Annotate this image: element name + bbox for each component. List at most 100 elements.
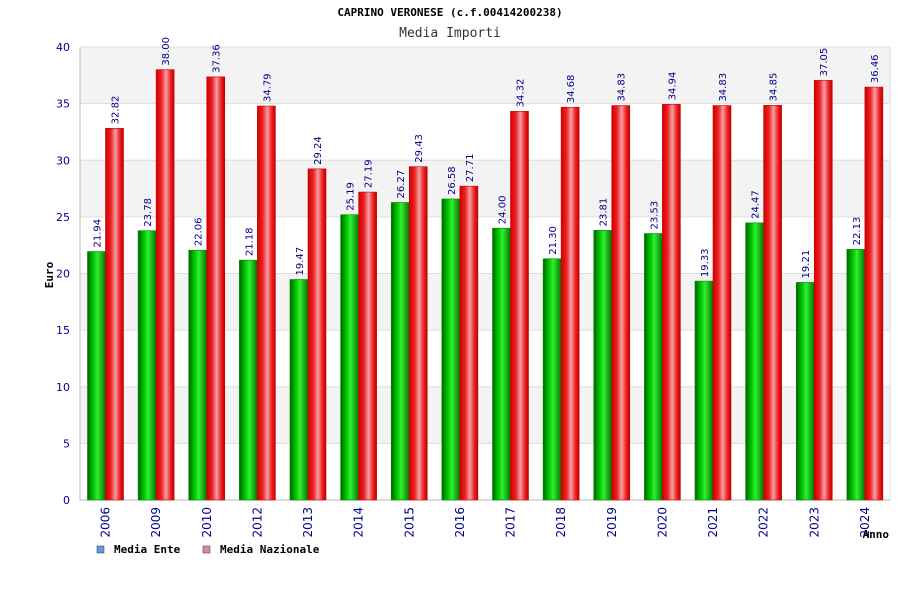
value-label-media-ente-2015: 26.27: [396, 170, 407, 199]
value-label-media-ente-2017: 24.00: [498, 196, 509, 225]
bar-media-ente-2010: [188, 249, 208, 501]
bar-media-nazionale-2024: [864, 86, 884, 501]
bar-media-ente-2006: [87, 251, 106, 501]
chart-title: CAPRINO VERONESE (c.f.00414200238): [337, 6, 562, 19]
bar-media-nazionale-2022: [763, 105, 782, 501]
y-tick-label: 30: [56, 154, 70, 167]
bar-media-ente-2020: [644, 233, 663, 501]
value-label-media-ente-2014: 25.19: [346, 182, 357, 211]
value-label-media-ente-2006: 21.94: [93, 219, 104, 248]
x-tick-label-2020: 2020: [655, 507, 669, 538]
value-label-media-ente-2021: 19.33: [700, 248, 711, 277]
value-label-media-ente-2022: 24.47: [751, 190, 762, 219]
bar-media-nazionale-2017: [510, 111, 529, 501]
bar-media-ente-2022: [745, 222, 764, 501]
bar-media-ente-2009: [137, 230, 157, 501]
bar-media-ente-2018: [542, 258, 562, 501]
bar-media-nazionale-2014: [358, 191, 377, 501]
bar-media-ente-2016: [441, 198, 461, 501]
bar-media-nazionale-2009: [155, 69, 175, 501]
legend-label-media-ente: Media Ente: [114, 543, 181, 556]
value-label-media-ente-2010: 22.06: [194, 218, 205, 247]
value-label-media-nazionale-2015: 29.43: [414, 134, 425, 163]
bar-media-nazionale-2016: [459, 185, 479, 501]
value-label-media-nazionale-2023: 37.05: [819, 48, 830, 77]
value-label-media-nazionale-2014: 27.19: [364, 159, 375, 188]
bar-media-nazionale-2018: [560, 106, 580, 501]
y-axis-ticks: 0 5 10 15 20 25 30 35 40: [56, 41, 70, 507]
x-tick-label-2015: 2015: [402, 507, 416, 538]
value-label-media-ente-2013: 19.47: [295, 247, 306, 276]
x-tick-label-2018: 2018: [554, 507, 568, 538]
value-label-media-nazionale-2021: 34.83: [718, 73, 729, 102]
x-tick-label-2017: 2017: [504, 507, 518, 538]
y-tick-label: 10: [56, 381, 70, 394]
x-tick-label-2009: 2009: [149, 507, 163, 538]
value-label-media-nazionale-2010: 37.36: [212, 44, 223, 73]
bar-media-nazionale-2012: [257, 105, 276, 501]
value-label-media-nazionale-2019: 34.83: [617, 73, 628, 102]
x-axis-label: Anno: [863, 528, 890, 541]
bar-media-ente-2012: [239, 259, 258, 501]
value-label-media-ente-2023: 19.21: [801, 250, 812, 279]
legend: Media Ente Media Nazionale: [96, 543, 320, 556]
x-tick-label-2022: 2022: [757, 507, 771, 538]
y-tick-label: 5: [63, 437, 70, 450]
value-label-media-ente-2012: 21.18: [244, 227, 255, 256]
y-tick-label: 35: [56, 98, 70, 111]
value-label-media-nazionale-2020: 34.94: [667, 72, 678, 101]
value-labels: 21.94 32.82 23.78 38.00 22.06 37.36 21.18 34.79…: [93, 37, 881, 278]
bar-media-ente-2015: [390, 202, 410, 501]
bar-media-nazionale-2019: [611, 105, 631, 501]
value-label-media-ente-2018: 21.30: [548, 226, 559, 255]
x-tick-label-2010: 2010: [200, 507, 214, 538]
bar-media-nazionale-2006: [105, 128, 124, 501]
legend-label-media-nazionale: Media Nazionale: [220, 543, 320, 556]
x-axis-ticks: 2006 2009 2010 2012 2013 2014 2015 2016 2017 2018…: [99, 507, 872, 538]
legend-swatch-media-nazionale: [202, 545, 211, 554]
value-label-media-nazionale-2009: 38.00: [161, 37, 172, 66]
y-tick-label: 20: [56, 268, 70, 281]
bar-media-nazionale-2013: [307, 168, 327, 501]
value-label-media-nazionale-2024: 36.46: [870, 54, 881, 83]
y-tick-label: 0: [63, 494, 70, 507]
value-label-media-nazionale-2022: 34.85: [769, 73, 780, 102]
value-label-media-ente-2016: 26.58: [447, 166, 458, 195]
x-tick-label-2014: 2014: [352, 507, 366, 538]
legend-swatch-media-ente: [96, 545, 105, 554]
value-label-media-ente-2019: 23.81: [599, 198, 610, 227]
y-tick-label: 40: [56, 41, 70, 54]
value-label-media-nazionale-2013: 29.24: [313, 136, 324, 165]
value-label-media-nazionale-2018: 34.68: [566, 75, 577, 104]
bar-media-nazionale-2020: [662, 104, 681, 501]
value-label-media-nazionale-2006: 32.82: [111, 96, 122, 125]
bars: [87, 69, 884, 501]
value-label-media-nazionale-2017: 34.32: [516, 79, 527, 108]
value-label-media-nazionale-2012: 34.79: [262, 73, 273, 102]
bar-media-ente-2021: [694, 280, 714, 501]
x-tick-label-2019: 2019: [605, 507, 619, 538]
x-tick-label-2012: 2012: [250, 507, 264, 538]
bar-media-nazionale-2010: [206, 76, 226, 501]
x-tick-label-2016: 2016: [453, 507, 467, 538]
bar-media-ente-2013: [289, 279, 309, 501]
chart-subtitle: Media Importi: [399, 26, 501, 41]
bar-media-ente-2024: [846, 249, 866, 501]
x-tick-label-2006: 2006: [99, 507, 113, 538]
x-tick-label-2023: 2023: [807, 507, 821, 538]
bar-media-nazionale-2021: [712, 105, 732, 501]
x-tick-label-2013: 2013: [301, 507, 315, 538]
bar-media-ente-2017: [492, 227, 511, 501]
y-axis-label: Euro: [43, 261, 56, 288]
bar-media-ente-2014: [340, 214, 359, 501]
bar-media-nazionale-2023: [813, 80, 833, 501]
bar-media-nazionale-2015: [408, 166, 428, 501]
x-tick-label-2024: 2024: [858, 507, 872, 538]
value-label-media-ente-2024: 22.13: [852, 217, 863, 246]
bar-media-ente-2023: [795, 282, 815, 501]
value-label-media-ente-2009: 23.78: [143, 198, 154, 227]
value-label-media-ente-2020: 23.53: [649, 201, 660, 230]
bar-media-ente-2019: [593, 230, 613, 501]
y-tick-label: 15: [56, 324, 70, 337]
